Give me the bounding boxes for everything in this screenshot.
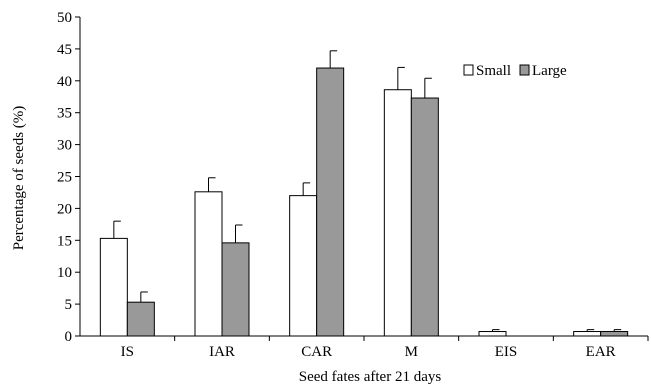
legend: Small Large	[463, 63, 567, 79]
legend-label-small: Small	[476, 63, 511, 79]
bar-large-m	[410, 97, 439, 337]
x-axis-title: Seed fates after 21 days	[299, 369, 442, 385]
bar-small-car	[289, 195, 318, 337]
legend-label-large: Large	[532, 63, 567, 79]
y-tick-label: 15	[57, 233, 72, 249]
x-tick-label: M	[405, 344, 418, 360]
y-axis: 0 5 10 15 20 25 30 35 40 45 50	[57, 10, 81, 345]
y-axis-title: Percentage of seeds (%)	[11, 106, 27, 251]
x-tick-label: IS	[121, 344, 134, 360]
legend-swatch-small	[463, 64, 474, 76]
bar-large-ear	[600, 331, 629, 337]
bar-large-iar	[221, 242, 250, 337]
y-tick-label: 35	[57, 106, 72, 122]
x-tick-label: EIS	[495, 344, 518, 360]
y-tick-label: 50	[57, 10, 72, 26]
bar-small-ear	[573, 331, 602, 337]
y-tick-label: 20	[57, 201, 72, 217]
y-tick-label: 30	[57, 138, 72, 154]
bars	[99, 50, 629, 337]
y-tick-label: 5	[65, 297, 73, 313]
bar-small-m	[383, 89, 412, 337]
bar-small-is	[99, 237, 128, 337]
x-tick-label: CAR	[301, 344, 332, 360]
y-tick-label: 25	[57, 170, 72, 186]
y-tick-label: 0	[65, 329, 73, 345]
bar-small-eis	[478, 331, 507, 337]
x-axis: IS IAR CAR M EIS EAR	[80, 335, 649, 360]
x-tick-label: IAR	[209, 344, 235, 360]
y-tick-label: 10	[57, 265, 72, 281]
bar-small-iar	[194, 191, 223, 337]
bar-large-car	[316, 67, 345, 337]
x-tick-label: EAR	[586, 344, 616, 360]
legend-swatch-large	[519, 64, 530, 76]
bar-large-is	[126, 301, 155, 337]
y-tick-label: 45	[57, 42, 72, 58]
y-tick-label: 40	[57, 74, 72, 90]
